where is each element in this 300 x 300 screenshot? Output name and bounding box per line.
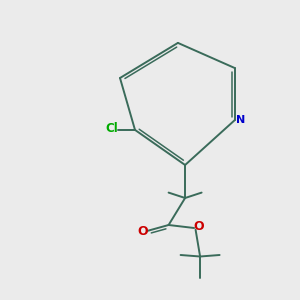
Text: N: N xyxy=(236,115,245,125)
Text: O: O xyxy=(138,225,148,238)
Text: O: O xyxy=(193,220,204,233)
Text: Cl: Cl xyxy=(105,122,118,135)
